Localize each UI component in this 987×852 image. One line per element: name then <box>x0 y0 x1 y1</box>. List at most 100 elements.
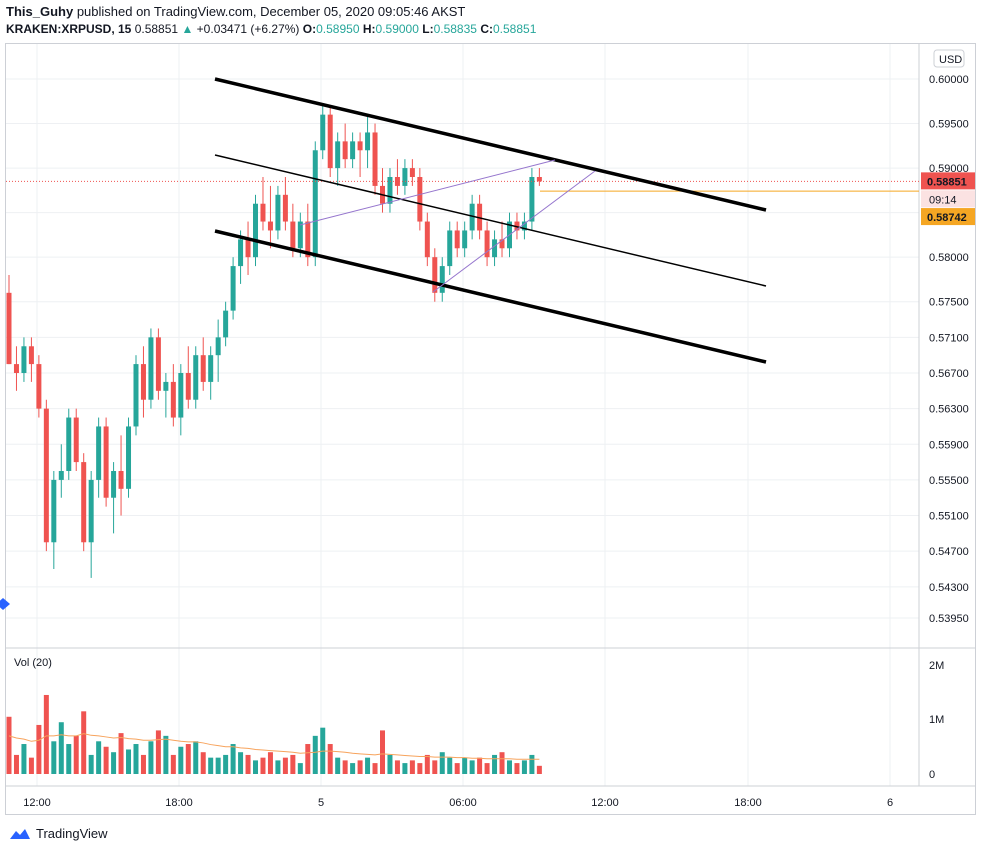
candle <box>103 417 109 507</box>
volume-bar <box>185 744 191 774</box>
volume-bar <box>335 757 341 774</box>
price-tick-label: 0.55100 <box>929 511 969 523</box>
price-tick-label: 0.54700 <box>929 546 969 558</box>
candle-body <box>499 239 505 249</box>
candle-body <box>140 364 146 400</box>
open-label: O: <box>302 22 317 36</box>
volume-bar <box>424 754 430 774</box>
time-tick-label: 18:00 <box>165 797 193 809</box>
candle-body <box>13 364 19 373</box>
open-value: 0.58950 <box>316 22 360 36</box>
candle <box>155 328 161 400</box>
volume-bar <box>447 757 453 774</box>
candle-body <box>66 417 72 471</box>
candle-body <box>185 373 191 400</box>
tradingview-brand[interactable]: TradingView <box>8 826 108 841</box>
currency-badge[interactable]: USD <box>933 49 965 68</box>
candle-body <box>335 141 341 169</box>
candle <box>245 221 251 275</box>
price-axis: 0.600000.595000.590000.585000.580000.575… <box>929 74 969 625</box>
volume-bar <box>484 763 490 774</box>
volume-bar <box>118 733 124 774</box>
candle <box>350 132 356 169</box>
candle-body <box>245 239 251 258</box>
volume-bar <box>462 757 468 774</box>
publish-info: This_Guhy published on TradingView.com, … <box>6 4 465 19</box>
candle <box>514 212 520 240</box>
candle <box>305 203 311 267</box>
candle <box>96 417 102 498</box>
candle <box>88 471 94 578</box>
candle <box>185 346 191 409</box>
volume-bar <box>275 760 281 774</box>
volume-bar <box>506 760 512 774</box>
price-markers: 0.58851 09:14 0.58742 <box>921 172 975 226</box>
candle-body <box>469 203 475 231</box>
candle <box>335 132 341 186</box>
candle-body <box>372 132 378 186</box>
price-tick-label: 0.59500 <box>929 119 969 131</box>
volume-bar <box>155 730 161 774</box>
candle <box>409 159 415 186</box>
candle <box>365 114 371 169</box>
candle-body <box>260 203 266 222</box>
publisher-name[interactable]: This_Guhy <box>6 4 74 19</box>
candle-body <box>432 257 438 293</box>
candle-body <box>462 230 468 249</box>
candle <box>58 444 64 498</box>
volume-axis: 2M 1M 0 <box>929 660 944 781</box>
candle-body <box>96 426 102 480</box>
price-tick-label: 0.58000 <box>929 252 969 264</box>
price-tick-label: 0.56700 <box>929 368 969 380</box>
volume-bar <box>327 744 333 774</box>
scroll-left-icon[interactable] <box>0 598 10 610</box>
candle-body <box>200 355 206 382</box>
symbol-info: KRAKEN:XRPUSD, 15 0.58851 ▲ +0.03471 (+6… <box>6 22 536 36</box>
candle-body <box>454 230 460 249</box>
current-price-tag <box>921 172 975 190</box>
price-change: +0.03471 (+6.27%) <box>196 22 300 36</box>
time-tick-label: 18:00 <box>734 797 762 809</box>
volume-bar <box>43 694 49 774</box>
candle <box>380 168 385 213</box>
channel-upper-line <box>214 77 767 212</box>
candle-body <box>447 230 453 267</box>
volume-bar <box>290 754 296 774</box>
candle <box>417 168 423 231</box>
time-tick-label: 5 <box>318 797 324 809</box>
candle <box>327 105 333 177</box>
volume-bar <box>66 744 72 774</box>
candle-body <box>208 355 214 382</box>
volume-bar <box>178 746 184 774</box>
candle <box>215 319 221 382</box>
volume-bar <box>297 763 303 774</box>
candle <box>28 337 34 382</box>
price-tick-label: 0.60000 <box>929 74 969 86</box>
countdown-text: 09:14 <box>929 194 957 206</box>
price-tick-label: 0.55500 <box>929 475 969 487</box>
volume-bar <box>387 754 393 774</box>
candle-body <box>267 221 273 231</box>
candle <box>536 168 542 186</box>
candle <box>36 355 42 418</box>
candle <box>357 132 363 177</box>
volume-bar <box>305 744 311 774</box>
volume-bar <box>21 744 27 774</box>
price-tick-label: 0.53950 <box>929 613 969 625</box>
candle <box>140 346 146 418</box>
volume-bar <box>208 757 214 774</box>
price-tick-label: 0.54300 <box>929 582 969 594</box>
volume-bar <box>417 763 423 774</box>
volume-bar <box>492 754 498 774</box>
candle-body <box>312 150 318 258</box>
volume-bar <box>6 716 12 774</box>
candle <box>238 230 244 284</box>
candle <box>312 141 318 267</box>
price-tick-label: 0.59000 <box>929 163 969 175</box>
candle-body <box>484 230 490 258</box>
candle <box>81 453 87 552</box>
symbol-name[interactable]: KRAKEN:XRPUSD, 15 <box>6 22 132 36</box>
candle-body <box>81 462 87 543</box>
candle <box>193 346 199 409</box>
